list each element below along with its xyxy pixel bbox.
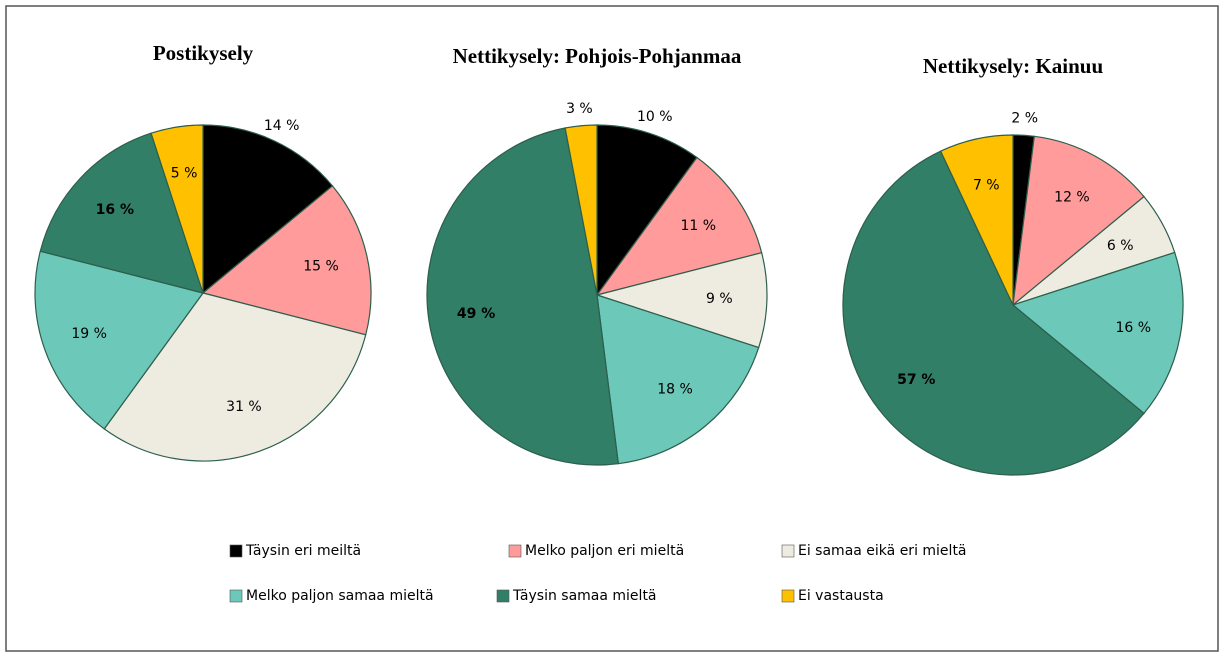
pie-slice [426, 127, 619, 466]
pie-slice [1011, 251, 1184, 415]
pie-slice [202, 124, 334, 295]
pie-slice [595, 156, 763, 296]
data-label: 5 % [171, 166, 198, 182]
pie-slice [594, 251, 768, 349]
data-label: 19 % [71, 326, 107, 342]
legend-swatch [229, 589, 243, 603]
pie-slice [39, 132, 204, 294]
data-label: 10 % [637, 109, 673, 125]
pie-slice [564, 124, 598, 296]
data-label: 15 % [303, 259, 339, 275]
legend-swatch [496, 589, 510, 603]
chart-title: Postikysely [153, 41, 254, 65]
data-label: 2 % [1011, 110, 1038, 126]
pie-slice [842, 150, 1145, 476]
data-label: 9 % [706, 291, 733, 307]
data-label: 11 % [680, 218, 716, 234]
data-label: 7 % [973, 178, 1000, 194]
pie-slice [596, 294, 760, 465]
pie-slice [1012, 135, 1145, 307]
data-label: 16 % [1115, 320, 1151, 336]
legend-swatch [781, 589, 795, 603]
pie-slice [939, 134, 1014, 306]
data-label: 49 % [457, 306, 495, 322]
legend-label: Melko paljon eri mieltä [525, 543, 684, 559]
chart-title: Nettikysely: Kainuu [923, 54, 1104, 78]
legend-swatch [781, 544, 795, 558]
legend-label: Melko paljon samaa mieltä [246, 588, 434, 604]
legend-label: Täysin samaa mieltä [512, 588, 657, 604]
data-label: 3 % [566, 101, 593, 117]
legend-label: Täysin eri meiltä [245, 543, 361, 559]
data-label: 14 % [264, 118, 300, 134]
data-label: 12 % [1054, 190, 1090, 206]
data-label: 57 % [897, 372, 935, 388]
pie-slice [201, 185, 372, 336]
pie-slice [103, 292, 367, 462]
data-label: 16 % [96, 202, 134, 218]
legend-label: Ei vastausta [798, 588, 884, 604]
pie-slice [150, 124, 204, 294]
pie-slice [34, 250, 205, 430]
pie-slice [596, 124, 698, 297]
data-label: 6 % [1107, 238, 1134, 254]
legend-swatch [508, 544, 522, 558]
chart-title: Nettikysely: Pohjois-Pohjanmaa [453, 44, 742, 68]
data-label: 31 % [226, 399, 262, 415]
legend-swatch [229, 544, 243, 558]
legend-label: Ei samaa eikä eri mieltä [798, 543, 967, 559]
data-label: 18 % [657, 381, 693, 397]
